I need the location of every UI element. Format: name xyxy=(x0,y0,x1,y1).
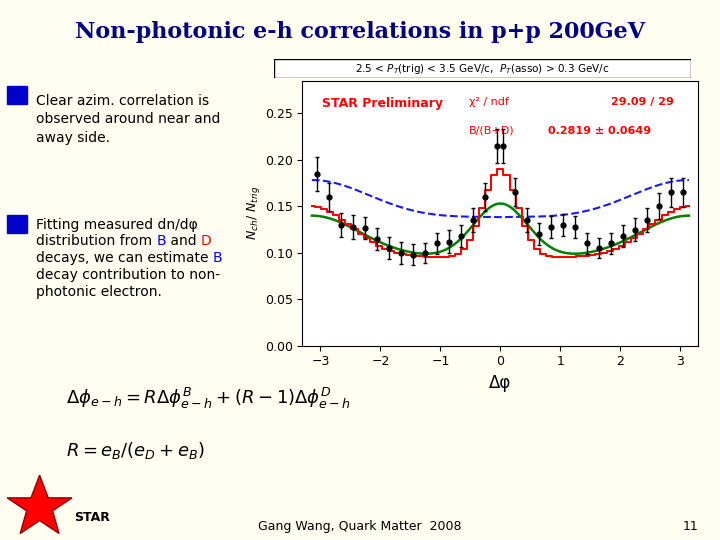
Text: Clear azim. correlation is
observed around near and
away side.: Clear azim. correlation is observed arou… xyxy=(36,94,220,145)
Text: 2.5 < $P_T$(trig) < 3.5 GeV/c,  $P_T$(asso) > 0.3 GeV/c: 2.5 < $P_T$(trig) < 3.5 GeV/c, $P_T$(ass… xyxy=(355,62,610,76)
Text: photonic electron.: photonic electron. xyxy=(36,285,162,299)
Text: distribution from: distribution from xyxy=(36,234,156,248)
Text: $\Delta\phi_{e-h} = R\Delta\phi^B_{e-h} + (R-1)\Delta\phi^D_{e-h}$: $\Delta\phi_{e-h} = R\Delta\phi^B_{e-h} … xyxy=(66,386,351,411)
Text: and: and xyxy=(166,234,201,248)
Text: B: B xyxy=(156,234,166,248)
Text: B/(B+D): B/(B+D) xyxy=(469,126,514,136)
Polygon shape xyxy=(7,475,72,534)
Bar xyxy=(7,86,27,104)
Text: STAR: STAR xyxy=(74,511,110,524)
Text: 29.09 / 29: 29.09 / 29 xyxy=(611,97,674,107)
Text: Fitting measured dn/dφ: Fitting measured dn/dφ xyxy=(36,218,198,232)
Bar xyxy=(7,215,27,233)
Text: decay contribution to non-: decay contribution to non- xyxy=(36,268,220,282)
FancyBboxPatch shape xyxy=(274,59,691,78)
Text: D: D xyxy=(201,234,212,248)
Text: 11: 11 xyxy=(683,520,698,533)
Text: decays, we can estimate: decays, we can estimate xyxy=(36,251,213,265)
Text: 0.2819 ± 0.0649: 0.2819 ± 0.0649 xyxy=(548,126,651,136)
Text: Non-photonic e-h correlations in p+p 200GeV: Non-photonic e-h correlations in p+p 200… xyxy=(75,22,645,43)
Text: $R = e_B/(e_D + e_B)$: $R = e_B/(e_D + e_B)$ xyxy=(66,440,204,461)
Text: χ² / ndf: χ² / ndf xyxy=(469,97,508,107)
Text: Gang Wang, Quark Matter  2008: Gang Wang, Quark Matter 2008 xyxy=(258,520,462,533)
Text: STAR Preliminary: STAR Preliminary xyxy=(323,97,444,110)
Text: B: B xyxy=(213,251,222,265)
X-axis label: Δφ: Δφ xyxy=(490,374,511,392)
Y-axis label: $N_{ch}$/ $N_{trig}$: $N_{ch}$/ $N_{trig}$ xyxy=(245,186,262,240)
